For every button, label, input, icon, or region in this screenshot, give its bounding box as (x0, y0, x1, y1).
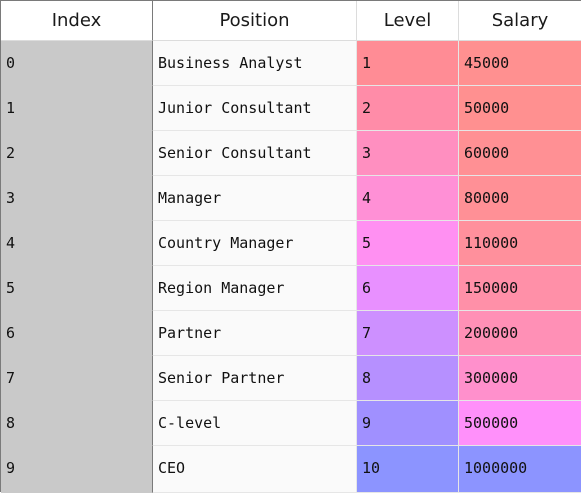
table-row[interactable]: 4 Country Manager 5 110000 (1, 221, 581, 266)
salary-cell[interactable]: 1000000 (459, 446, 581, 493)
table-row[interactable]: 8 C-level 9 500000 (1, 401, 581, 446)
level-cell[interactable]: 3 (357, 131, 459, 176)
table-row[interactable]: 2 Senior Consultant 3 60000 (1, 131, 581, 176)
index-cell[interactable]: 5 (1, 266, 153, 311)
index-cell[interactable]: 2 (1, 131, 153, 176)
index-cell[interactable]: 6 (1, 311, 153, 356)
index-cell[interactable]: 3 (1, 176, 153, 221)
table-row[interactable]: 9 CEO 10 1000000 (1, 446, 581, 493)
level-cell[interactable]: 6 (357, 266, 459, 311)
table-row[interactable]: 3 Manager 4 80000 (1, 176, 581, 221)
level-cell[interactable]: 1 (357, 41, 459, 86)
index-cell[interactable]: 0 (1, 41, 153, 86)
level-cell[interactable]: 7 (357, 311, 459, 356)
level-cell[interactable]: 5 (357, 221, 459, 266)
position-cell[interactable]: C-level (153, 401, 357, 446)
index-cell[interactable]: 4 (1, 221, 153, 266)
table-row[interactable]: 7 Senior Partner 8 300000 (1, 356, 581, 401)
header-position[interactable]: Position (153, 1, 357, 41)
position-cell[interactable]: Junior Consultant (153, 86, 357, 131)
table-row[interactable]: 5 Region Manager 6 150000 (1, 266, 581, 311)
salary-cell[interactable]: 500000 (459, 401, 581, 446)
header-salary[interactable]: Salary (459, 1, 581, 41)
position-cell[interactable]: Country Manager (153, 221, 357, 266)
level-cell[interactable]: 8 (357, 356, 459, 401)
level-cell[interactable]: 10 (357, 446, 459, 493)
salary-cell[interactable]: 200000 (459, 311, 581, 356)
level-cell[interactable]: 2 (357, 86, 459, 131)
position-cell[interactable]: Region Manager (153, 266, 357, 311)
index-cell[interactable]: 1 (1, 86, 153, 131)
salary-cell[interactable]: 50000 (459, 86, 581, 131)
salary-cell[interactable]: 45000 (459, 41, 581, 86)
level-cell[interactable]: 4 (357, 176, 459, 221)
position-cell[interactable]: Senior Partner (153, 356, 357, 401)
header-level[interactable]: Level (357, 1, 459, 41)
salary-cell[interactable]: 110000 (459, 221, 581, 266)
position-cell[interactable]: Business Analyst (153, 41, 357, 86)
table-row[interactable]: 1 Junior Consultant 2 50000 (1, 86, 581, 131)
header-index[interactable]: Index (1, 1, 153, 41)
index-cell[interactable]: 8 (1, 401, 153, 446)
salary-cell[interactable]: 150000 (459, 266, 581, 311)
index-cell[interactable]: 7 (1, 356, 153, 401)
position-cell[interactable]: Manager (153, 176, 357, 221)
table-row[interactable]: 6 Partner 7 200000 (1, 311, 581, 356)
level-cell[interactable]: 9 (357, 401, 459, 446)
salary-cell[interactable]: 80000 (459, 176, 581, 221)
position-cell[interactable]: Partner (153, 311, 357, 356)
position-cell[interactable]: CEO (153, 446, 357, 493)
position-cell[interactable]: Senior Consultant (153, 131, 357, 176)
index-cell[interactable]: 9 (1, 446, 153, 493)
table-row[interactable]: 0 Business Analyst 1 45000 (1, 41, 581, 86)
salary-cell[interactable]: 60000 (459, 131, 581, 176)
salary-cell[interactable]: 300000 (459, 356, 581, 401)
